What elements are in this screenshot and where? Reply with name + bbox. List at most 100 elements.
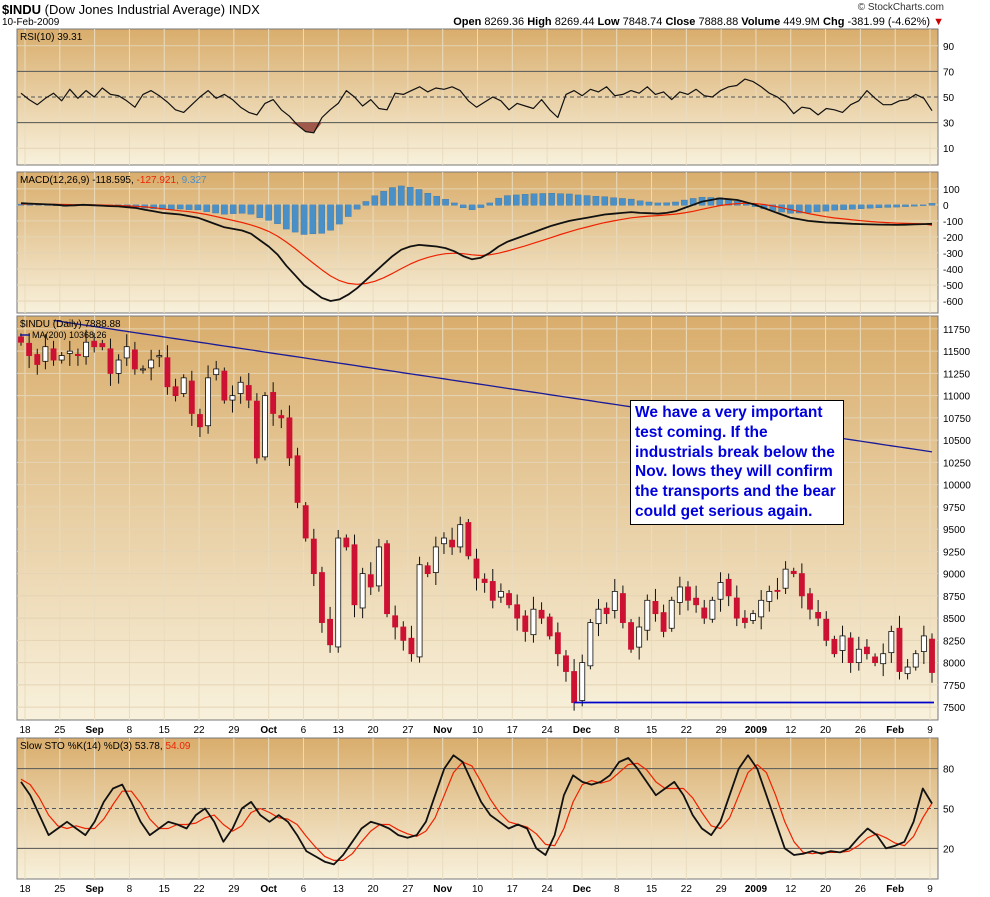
chart-title: $INDU (Dow Jones Industrial Average) IND… bbox=[2, 2, 260, 17]
macd-histogram-bar bbox=[176, 204, 184, 210]
exchange: INDX bbox=[228, 2, 260, 17]
candle bbox=[278, 415, 285, 419]
candle bbox=[400, 626, 407, 641]
candle bbox=[929, 638, 935, 673]
candle bbox=[367, 574, 374, 588]
price-x-tick: 22 bbox=[193, 725, 205, 736]
sto-axis-tick: 80 bbox=[943, 765, 955, 776]
macd-histogram-bar bbox=[221, 204, 228, 215]
price-axis-tick: 11750 bbox=[943, 325, 971, 336]
price-x-tick: 6 bbox=[301, 725, 307, 736]
chart-date: 10-Feb-2009 bbox=[2, 17, 60, 28]
sto-x-tick: 24 bbox=[542, 884, 554, 895]
candle bbox=[91, 340, 98, 348]
macd-histogram-bar bbox=[327, 204, 334, 231]
candle bbox=[441, 537, 447, 545]
candle bbox=[506, 593, 512, 606]
macd-histogram-bar bbox=[672, 201, 679, 206]
sto-title: Slow STO %K(14) %D(3) 53.78, 54.09 bbox=[20, 741, 191, 752]
sto-x-tick: 22 bbox=[193, 884, 205, 895]
price-x-tick: Oct bbox=[260, 725, 277, 736]
candle bbox=[676, 586, 683, 603]
sto-x-tick: Oct bbox=[260, 884, 277, 895]
candle bbox=[660, 612, 667, 632]
price-title: $INDU (Daily) 7888.88 bbox=[20, 319, 121, 330]
candle bbox=[644, 599, 651, 631]
candle bbox=[351, 544, 358, 606]
candle bbox=[50, 348, 57, 361]
candle bbox=[595, 608, 602, 625]
macd-histogram-bar bbox=[840, 204, 847, 210]
candle bbox=[888, 631, 895, 654]
price-axis-tick: 8500 bbox=[943, 614, 966, 625]
candle bbox=[619, 593, 626, 623]
candle bbox=[587, 622, 594, 667]
sto-x-tick: Dec bbox=[573, 884, 592, 895]
sto-x-tick: 8 bbox=[614, 884, 620, 895]
macd-histogram-bar bbox=[928, 203, 936, 206]
candle bbox=[156, 355, 163, 358]
macd-histogram-bar bbox=[495, 197, 502, 206]
candle bbox=[197, 414, 203, 428]
candle bbox=[904, 666, 911, 675]
macd-histogram-bar bbox=[451, 202, 458, 206]
sto-x-tick: 18 bbox=[19, 884, 31, 895]
rsi-axis-tick: 90 bbox=[943, 42, 955, 53]
k-value: 53.78, bbox=[135, 741, 166, 752]
candle bbox=[465, 522, 472, 557]
macd-histogram-bar bbox=[309, 204, 317, 235]
candle bbox=[579, 662, 586, 701]
macd-histogram-bar bbox=[291, 204, 299, 233]
signal-value: -127.921, bbox=[137, 175, 182, 186]
candle bbox=[880, 653, 887, 665]
candle bbox=[115, 359, 122, 374]
annotation-box: We have a very important test coming. If… bbox=[630, 400, 844, 525]
candle bbox=[42, 346, 49, 362]
high-label: High bbox=[527, 16, 552, 28]
macd-histogram-bar bbox=[566, 193, 573, 206]
macd-histogram-bar bbox=[628, 198, 635, 206]
sto-x-tick: Nov bbox=[433, 884, 452, 895]
sto-x-tick: 29 bbox=[228, 884, 240, 895]
price-x-tick: 18 bbox=[19, 725, 31, 736]
macd-histogram-bar bbox=[619, 198, 626, 206]
d-value: 54.09 bbox=[165, 741, 190, 752]
macd-histogram-bar bbox=[398, 185, 405, 206]
candle bbox=[66, 350, 73, 354]
candle bbox=[180, 377, 187, 394]
candle bbox=[424, 565, 431, 575]
sto-x-tick: 26 bbox=[855, 884, 867, 895]
candle bbox=[766, 591, 773, 602]
ohlc-summary: Open 8269.36 High 8269.44 Low 7848.74 Cl… bbox=[453, 16, 944, 28]
candle bbox=[628, 622, 634, 650]
sto-x-tick: 12 bbox=[785, 884, 797, 895]
candle bbox=[58, 355, 65, 361]
candle bbox=[229, 395, 236, 401]
low-value: 7848.74 bbox=[622, 16, 663, 28]
price-x-tick: 25 bbox=[54, 725, 66, 736]
candle bbox=[335, 537, 342, 648]
macd-signal-line bbox=[21, 202, 933, 285]
sto-x-tick: Feb bbox=[886, 884, 904, 895]
price-axis-tick: 8250 bbox=[943, 636, 966, 647]
macd-histogram-bar bbox=[521, 194, 529, 206]
macd-histogram-bar bbox=[203, 204, 210, 212]
macd-histogram-bar bbox=[389, 187, 396, 206]
candle bbox=[733, 597, 740, 619]
rsi-axis-tick: 10 bbox=[943, 144, 955, 155]
macd-histogram-bar bbox=[336, 204, 343, 225]
macd-histogram-bar bbox=[645, 201, 653, 206]
candle bbox=[34, 354, 41, 365]
candle bbox=[497, 591, 504, 598]
chg-label: Chg bbox=[823, 16, 845, 28]
macd-histogram-bar bbox=[902, 204, 909, 207]
close-value: 7888.88 bbox=[698, 16, 739, 28]
macd-histogram-bar bbox=[875, 204, 883, 208]
price-x-tick: Sep bbox=[85, 725, 103, 736]
candle bbox=[815, 612, 822, 619]
candle bbox=[823, 618, 830, 641]
macd-histogram-bar bbox=[813, 204, 821, 213]
candle bbox=[221, 370, 228, 401]
macd-histogram-bar bbox=[601, 196, 608, 206]
open-value: 8269.36 bbox=[484, 16, 525, 28]
